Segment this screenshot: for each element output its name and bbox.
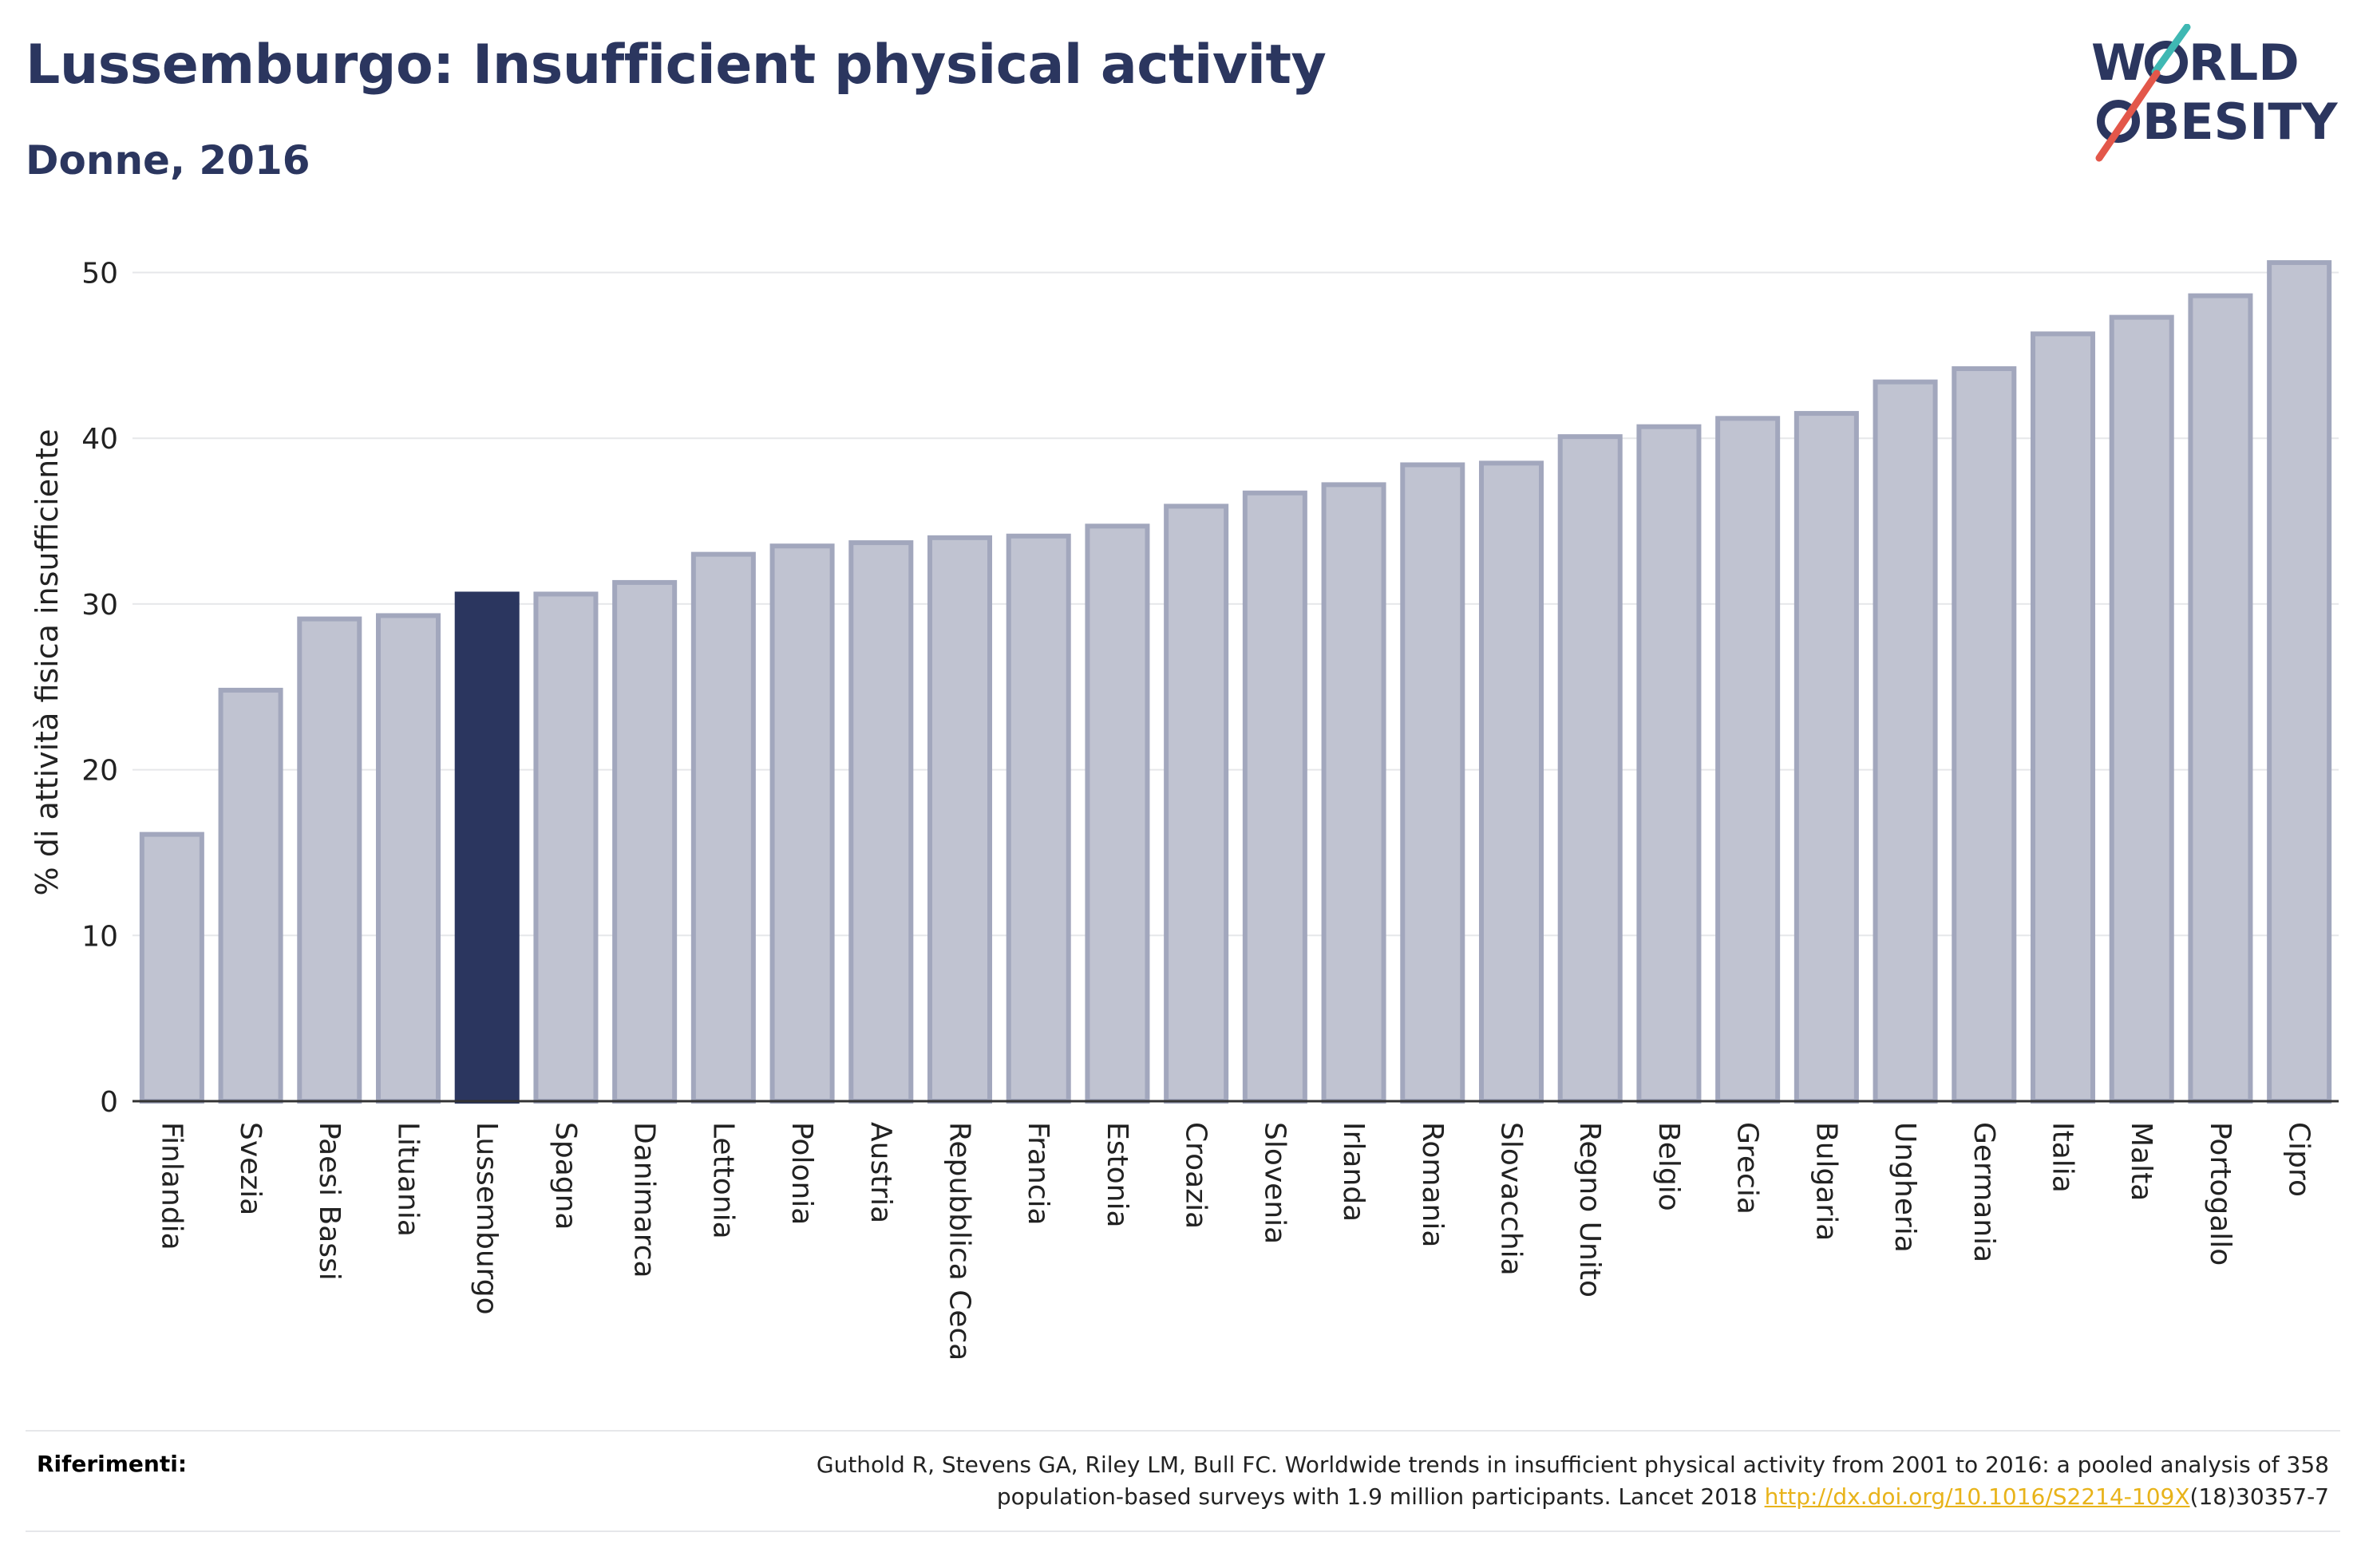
y-axis-label: % di attività fisica insufficiente bbox=[30, 429, 65, 896]
x-tick-label: Danimarca bbox=[628, 1122, 661, 1278]
x-tick-label: Lettonia bbox=[706, 1122, 739, 1239]
bars bbox=[139, 260, 2332, 1104]
x-tick-label: Cipro bbox=[2283, 1122, 2316, 1197]
world-obesity-logo: W RLD BESITY bbox=[2091, 24, 2339, 162]
bar-polonia bbox=[769, 543, 835, 1104]
references-section: Riferimenti: Guthold R, Stevens GA, Rile… bbox=[26, 1430, 2340, 1532]
bar-irlanda bbox=[1321, 482, 1386, 1104]
logo-letters-besity: BESITY bbox=[2142, 93, 2339, 151]
bar-germania bbox=[1952, 366, 2017, 1104]
bar-slovenia bbox=[1242, 490, 1307, 1104]
chart-title: Lussemburgo: Insufficient physical activ… bbox=[26, 34, 1327, 97]
y-tick-label: 30 bbox=[81, 589, 118, 622]
bar-portogallo bbox=[2188, 293, 2253, 1104]
bar-austria bbox=[848, 540, 914, 1104]
x-tick-label: Romania bbox=[1416, 1122, 1449, 1247]
x-tick-label: Regno Unito bbox=[1573, 1122, 1606, 1297]
x-tick-label: Francia bbox=[1022, 1122, 1054, 1226]
bar-bulgaria bbox=[1793, 411, 1859, 1104]
bar-repubblica-ceca bbox=[927, 535, 993, 1104]
y-tick-label: 50 bbox=[81, 258, 118, 290]
bar-regno-unito bbox=[1557, 434, 1623, 1104]
bar-chart: 0 10 20 30 40 50 Finlandia Svezia Paesi Bassi Li… bbox=[30, 258, 2339, 1361]
x-tick-label: Spagna bbox=[549, 1122, 582, 1230]
reference-line-2-post: (18)30357-7 bbox=[2189, 1483, 2329, 1510]
logo-o-ring-2 bbox=[2097, 100, 2140, 143]
bar-italia bbox=[2030, 331, 2096, 1104]
x-tick-label: Polonia bbox=[785, 1122, 818, 1225]
x-tick-label: Irlanda bbox=[1337, 1122, 1370, 1222]
x-tick-label: Malta bbox=[2125, 1122, 2157, 1201]
bar-svezia bbox=[218, 687, 283, 1104]
x-tick-label: Croazia bbox=[1180, 1122, 1212, 1229]
x-tick-label: Estonia bbox=[1101, 1122, 1133, 1228]
y-tick-labels: 0 10 20 30 40 50 bbox=[81, 258, 118, 1119]
x-tick-label: Portogallo bbox=[2204, 1122, 2236, 1266]
logo-o-ring bbox=[2145, 41, 2188, 84]
x-tick-label: Paesi Bassi bbox=[313, 1122, 346, 1281]
bar-cipro bbox=[2267, 260, 2332, 1104]
logo-slash-red bbox=[2095, 69, 2161, 162]
bar-romania bbox=[1400, 462, 1465, 1104]
bar-grecia bbox=[1715, 416, 1781, 1104]
x-tick-label: Bulgaria bbox=[1809, 1122, 1842, 1241]
bar-francia bbox=[1006, 533, 1071, 1104]
reference-line-2-pre: population-based surveys with 1.9 millio… bbox=[996, 1483, 1765, 1510]
x-tick-label: Italia bbox=[2047, 1122, 2079, 1193]
bar-estonia bbox=[1085, 523, 1150, 1104]
chart-subtitle: Donne, 2016 bbox=[26, 137, 310, 184]
x-tick-label: Grecia bbox=[1731, 1122, 1764, 1215]
y-tick-label: 0 bbox=[100, 1086, 118, 1119]
references-label: Riferimenti: bbox=[37, 1451, 188, 1477]
logo-slash-teal bbox=[2151, 24, 2191, 76]
x-tick-label: Slovacchia bbox=[1495, 1122, 1528, 1276]
x-tick-label: Svezia bbox=[234, 1122, 267, 1215]
x-tick-label: Austria bbox=[864, 1122, 897, 1223]
references-text: Guthold R, Stevens GA, Riley LM, Bull FC… bbox=[493, 1449, 2329, 1513]
logo-letter-w: W bbox=[2091, 34, 2145, 92]
x-tick-label: Repubblica Ceca bbox=[943, 1122, 976, 1361]
y-tick-label: 40 bbox=[81, 423, 118, 456]
logo-letters-rld: RLD bbox=[2189, 34, 2300, 92]
bar-lettonia bbox=[690, 551, 756, 1104]
x-tick-label: Slovenia bbox=[1258, 1122, 1291, 1244]
reference-doi-link[interactable]: http://dx.doi.org/10.1016/S2214-109X bbox=[1764, 1483, 2190, 1510]
y-tick-label: 10 bbox=[81, 920, 118, 953]
bar-danimarca bbox=[612, 579, 678, 1104]
x-tick-label: Lituania bbox=[392, 1122, 425, 1237]
x-tick-label: Lussemburgo bbox=[470, 1122, 503, 1315]
reference-line-1: Guthold R, Stevens GA, Riley LM, Bull FC… bbox=[816, 1451, 2329, 1478]
x-tick-label: Germania bbox=[1968, 1122, 2000, 1262]
x-tick-label: Belgio bbox=[1652, 1122, 1685, 1211]
bar-spagna bbox=[533, 591, 599, 1104]
x-tick-labels: Finlandia Svezia Paesi Bassi Lituania Lussem… bbox=[155, 1122, 2315, 1361]
bar-croazia bbox=[1164, 504, 1229, 1104]
bar-lussemburgo bbox=[454, 591, 520, 1104]
x-tick-label: Finlandia bbox=[155, 1122, 188, 1250]
bar-slovacchia bbox=[1478, 460, 1544, 1104]
bar-malta bbox=[2109, 314, 2174, 1104]
x-tick-label: Ungheria bbox=[1888, 1122, 1921, 1253]
bar-finlandia bbox=[139, 831, 204, 1104]
bar-ungheria bbox=[1873, 379, 1938, 1104]
bar-paesi-bassi bbox=[297, 616, 362, 1104]
reference-line-2: population-based surveys with 1.9 millio… bbox=[493, 1481, 2329, 1513]
y-tick-label: 20 bbox=[81, 755, 118, 788]
bar-belgio bbox=[1636, 424, 1702, 1104]
bar-lituania bbox=[375, 613, 441, 1104]
